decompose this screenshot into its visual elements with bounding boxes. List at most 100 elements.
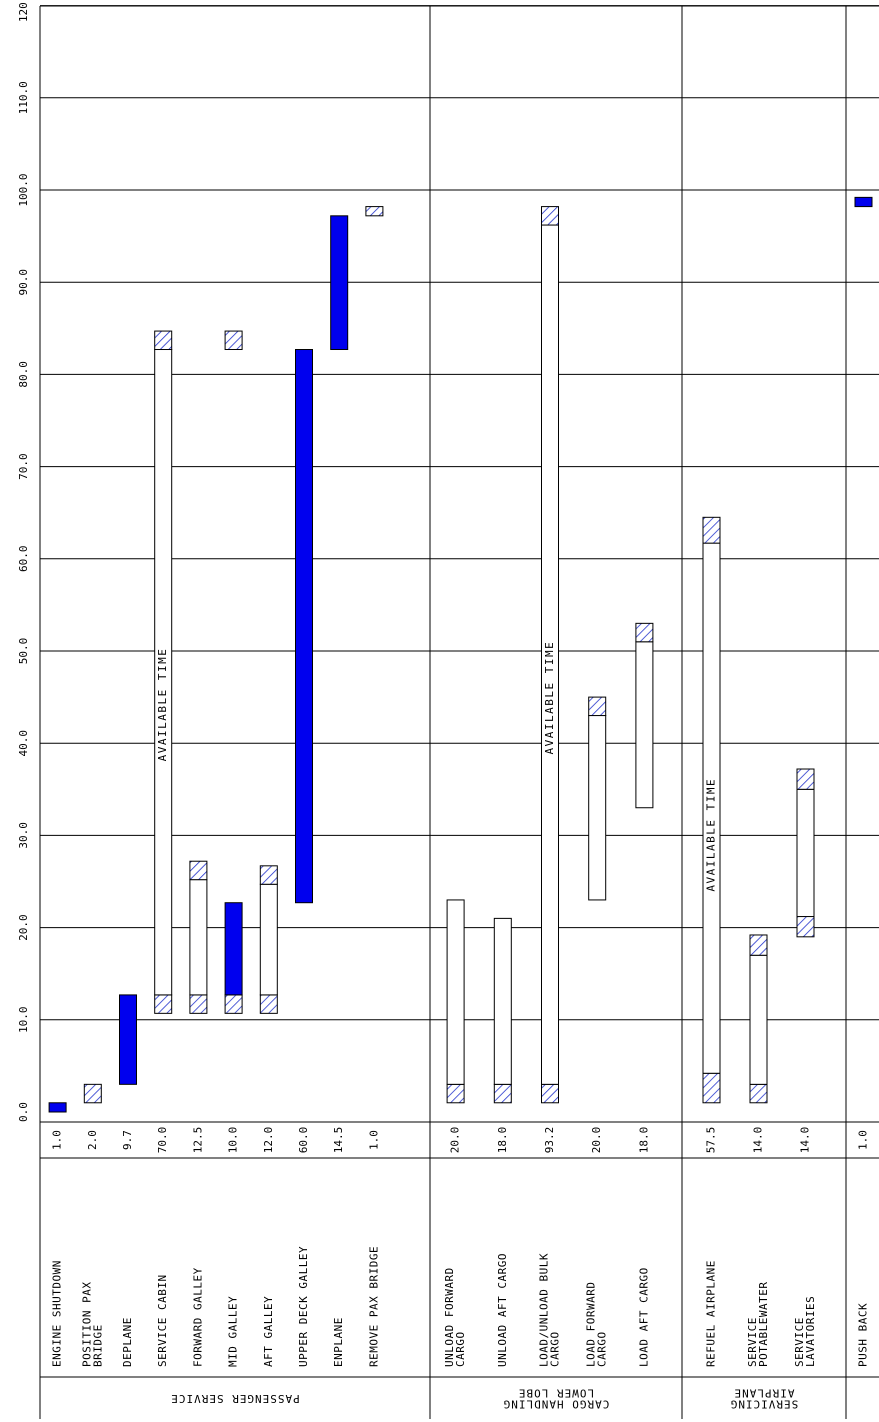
task-duration: 57.5 bbox=[705, 1127, 718, 1154]
task-label: REFUEL AIRPLANE bbox=[705, 1260, 718, 1367]
task-label: UNLOAD AFT CARGO bbox=[496, 1253, 509, 1367]
task-label: LAVATORIES bbox=[804, 1296, 817, 1367]
task-bar-hatch bbox=[446, 1083, 465, 1104]
task-bar-hatch bbox=[493, 1083, 512, 1104]
task-bar-hatch bbox=[749, 1083, 768, 1104]
task-duration: 14.5 bbox=[332, 1127, 345, 1154]
task-duration: 18.0 bbox=[637, 1127, 650, 1154]
y-tick-label: 30.0 bbox=[17, 822, 30, 849]
task-bar-critical bbox=[224, 902, 243, 996]
task-bar-hatch bbox=[541, 206, 559, 226]
y-tick-label: 100.0 bbox=[17, 173, 30, 206]
group-label: CARGO HANDLING bbox=[503, 1398, 610, 1411]
task-label: PUSH BACK bbox=[857, 1303, 870, 1367]
task-label: UPPER DECK GALLEY bbox=[297, 1246, 310, 1367]
task-duration: 93.2 bbox=[543, 1127, 556, 1154]
task-bar-hatch bbox=[189, 994, 208, 1014]
task-duration: 18.0 bbox=[496, 1127, 509, 1154]
task-bar-noncritical bbox=[635, 641, 654, 809]
y-tick-label: 60.0 bbox=[17, 546, 30, 573]
task-bar-critical bbox=[854, 196, 873, 208]
task-label: LOAD AFT CARGO bbox=[637, 1267, 650, 1367]
task-duration: 1.0 bbox=[857, 1130, 870, 1150]
group-label: SERVICING bbox=[730, 1398, 799, 1411]
group-label: AIRPLANE bbox=[734, 1387, 795, 1400]
y-tick-label: 120.0 bbox=[17, 0, 30, 22]
task-label: BRIDGE bbox=[91, 1324, 104, 1367]
task-bar-hatch bbox=[365, 206, 384, 217]
task-bars bbox=[48, 196, 873, 1113]
task-bar-noncritical bbox=[446, 899, 465, 1085]
task-bar-noncritical bbox=[259, 883, 278, 996]
task-bar-hatch bbox=[83, 1083, 102, 1104]
task-label: DEPLANE bbox=[121, 1317, 134, 1367]
task-duration: 20.0 bbox=[449, 1127, 462, 1154]
task-bar-hatch bbox=[189, 860, 208, 881]
task-label: AFT GALLEY bbox=[262, 1296, 275, 1367]
y-tick-label: 0.0 bbox=[17, 1102, 30, 1122]
task-duration: 10.0 bbox=[227, 1127, 240, 1154]
task-duration: 20.0 bbox=[590, 1127, 603, 1154]
task-bar-noncritical bbox=[749, 954, 768, 1085]
y-tick-label: 20.0 bbox=[17, 914, 30, 941]
task-label: UNLOAD FORWARD bbox=[443, 1267, 456, 1367]
task-bar-hatch bbox=[702, 516, 721, 544]
task-bar-hatch bbox=[541, 1083, 559, 1104]
task-bar-hatch bbox=[154, 330, 173, 351]
task-duration: 14.0 bbox=[752, 1127, 765, 1154]
task-label: SERVICE bbox=[793, 1317, 806, 1367]
task-label: LOAD/UNLOAD BULK bbox=[538, 1253, 551, 1367]
task-bar-critical bbox=[330, 215, 349, 351]
task-label: SERVICE CABIN bbox=[156, 1274, 169, 1367]
task-label: CARGO bbox=[549, 1331, 562, 1367]
y-tick-label: 10.0 bbox=[17, 1007, 30, 1034]
task-bar-hatch bbox=[224, 330, 243, 351]
task-label: ENGINE SHUTDOWN bbox=[51, 1260, 64, 1367]
task-bar-critical bbox=[48, 1102, 67, 1113]
time-axis: 0.0 10.0 20.0 30.0 40.0 50.0 60.0 70.0 80.0 90.0 1… bbox=[17, 0, 30, 1122]
task-bar-noncritical bbox=[588, 715, 607, 901]
available-time-label: AVAILABLE TIME bbox=[705, 778, 718, 892]
task-bar-hatch bbox=[796, 916, 815, 938]
task-bar-hatch bbox=[224, 994, 243, 1014]
y-tick-label: 40.0 bbox=[17, 730, 30, 757]
grid-lines bbox=[40, 5, 879, 1021]
task-label: CARGO bbox=[596, 1331, 609, 1367]
task-label: LOAD FORWARD bbox=[585, 1282, 598, 1367]
task-bar-hatch bbox=[588, 696, 607, 717]
task-label: POSITION PAX bbox=[80, 1282, 93, 1367]
task-bar-noncritical bbox=[796, 788, 815, 918]
y-tick-label: 90.0 bbox=[17, 269, 30, 296]
task-label: ENPLANE bbox=[332, 1317, 345, 1367]
task-label: FORWARD GALLEY bbox=[191, 1267, 204, 1367]
task-bar-noncritical bbox=[189, 879, 208, 996]
task-duration: 14.0 bbox=[799, 1127, 812, 1154]
task-duration: 9.7 bbox=[121, 1130, 134, 1150]
task-duration: 1.0 bbox=[51, 1130, 64, 1150]
group-label: PASSENGER SERVICE bbox=[170, 1392, 300, 1405]
task-duration: 70.0 bbox=[156, 1127, 169, 1154]
available-time-label: AVAILABLE TIME bbox=[156, 648, 169, 762]
task-bar-noncritical bbox=[493, 917, 512, 1085]
task-label: POTABLEWATER bbox=[757, 1282, 770, 1367]
task-bar-hatch bbox=[635, 622, 654, 643]
group-label: LOWER LOBE bbox=[518, 1387, 594, 1400]
task-bar-hatch bbox=[702, 1072, 721, 1104]
task-bar-hatch bbox=[259, 865, 278, 885]
task-duration: 2.0 bbox=[86, 1130, 99, 1150]
task-label: REMOVE PAX BRIDGE bbox=[367, 1246, 380, 1367]
task-bar-critical bbox=[119, 994, 137, 1085]
task-duration: 12.0 bbox=[262, 1127, 275, 1154]
task-duration: 60.0 bbox=[297, 1127, 310, 1154]
task-bar-critical bbox=[295, 349, 313, 904]
task-bar-hatch bbox=[796, 768, 815, 790]
task-bar-hatch bbox=[749, 934, 768, 956]
task-label: MID GALLEY bbox=[227, 1296, 240, 1367]
task-label: CARGO bbox=[454, 1331, 467, 1367]
task-label: SERVICE bbox=[746, 1317, 759, 1367]
task-bar-hatch bbox=[154, 994, 173, 1014]
y-tick-label: 50.0 bbox=[17, 638, 30, 665]
task-bar-hatch bbox=[259, 994, 278, 1014]
